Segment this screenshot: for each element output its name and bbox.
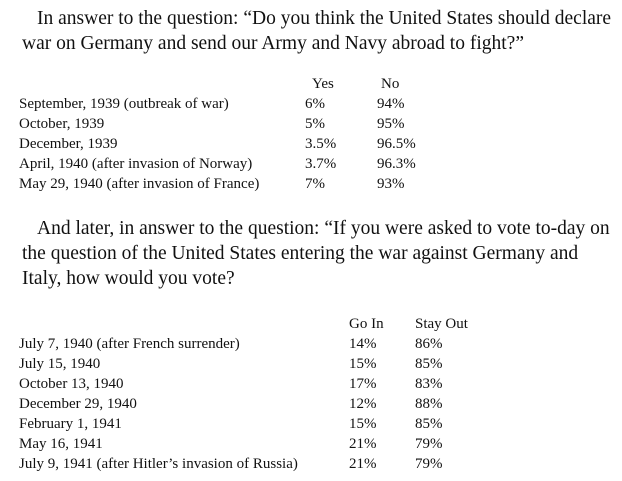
table-row: May 29, 1940 (after invasion of France) … [19, 174, 441, 194]
go-in-value: 14% [349, 336, 377, 352]
header-blank [19, 314, 349, 334]
row-label: October, 1939 [19, 116, 105, 132]
yes-value: 6% [305, 96, 325, 112]
stay-out-value: 86% [415, 336, 443, 352]
table-row: July 15, 1940 15% 85% [19, 354, 485, 374]
row-label: May 29, 1940 (after invasion of France) [19, 176, 260, 192]
stay-out-value: 85% [415, 356, 443, 372]
yes-value: 3.7% [305, 156, 337, 172]
row-label: September, 1939 (outbreak of war) [19, 96, 229, 112]
table-row: October 13, 1940 17% 83% [19, 374, 485, 394]
go-in-value: 21% [349, 456, 377, 472]
table-row: December, 1939 3.5% 96.5% [19, 134, 441, 154]
row-label: May 16, 1941 [19, 436, 103, 452]
table-row: February 1, 1941 15% 85% [19, 414, 485, 434]
stay-out-value: 83% [415, 376, 443, 392]
stay-out-value: 85% [415, 416, 443, 432]
row-label: October 13, 1940 [19, 376, 124, 392]
question-1-text: In answer to the question: “Do you think… [22, 8, 612, 54]
yes-value: 5% [305, 116, 325, 132]
table-row: July 7, 1940 (after French surrender) 14… [19, 334, 485, 354]
row-label: December 29, 1940 [19, 396, 137, 412]
no-value: 95% [377, 116, 405, 132]
yes-value: 7% [305, 176, 325, 192]
row-label: February 1, 1941 [19, 416, 122, 432]
stay-out-value: 88% [415, 396, 443, 412]
go-in-value: 21% [349, 436, 377, 452]
header-go-in: Go In [349, 316, 384, 332]
table-row: April, 1940 (after invasion of Norway) 3… [19, 154, 441, 174]
table-header-row: Go In Stay Out [19, 314, 485, 334]
question-2: And later, in answer to the question: “I… [22, 216, 618, 291]
yes-value: 3.5% [305, 136, 337, 152]
question-2-text: And later, in answer to the question: “I… [22, 218, 610, 289]
question-1: In answer to the question: “Do you think… [22, 6, 618, 56]
header-blank [19, 74, 305, 94]
row-label: April, 1940 (after invasion of Norway) [19, 156, 253, 172]
go-in-value: 12% [349, 396, 377, 412]
table-row: December 29, 1940 12% 88% [19, 394, 485, 414]
table-row: September, 1939 (outbreak of war) 6% 94% [19, 94, 441, 114]
table-row: July 9, 1941 (after Hitler’s invasion of… [19, 454, 485, 474]
poll-table-1: Yes No September, 1939 (outbreak of war)… [19, 74, 441, 194]
table-row: October, 1939 5% 95% [19, 114, 441, 134]
header-no: No [381, 76, 400, 92]
no-value: 94% [377, 96, 405, 112]
stay-out-value: 79% [415, 436, 443, 452]
no-value: 96.3% [377, 156, 416, 172]
go-in-value: 17% [349, 376, 377, 392]
no-value: 96.5% [377, 136, 416, 152]
go-in-value: 15% [349, 416, 377, 432]
table-header-row: Yes No [19, 74, 441, 94]
row-label: July 7, 1940 (after French surrender) [19, 336, 240, 352]
go-in-value: 15% [349, 356, 377, 372]
no-value: 93% [377, 176, 405, 192]
row-label: July 9, 1941 (after Hitler’s invasion of… [19, 456, 298, 472]
stay-out-value: 79% [415, 456, 443, 472]
row-label: December, 1939 [19, 136, 118, 152]
header-yes: Yes [312, 76, 334, 92]
row-label: July 15, 1940 [19, 356, 101, 372]
table-row: May 16, 1941 21% 79% [19, 434, 485, 454]
poll-table-2: Go In Stay Out July 7, 1940 (after Frenc… [19, 314, 485, 474]
header-stay-out: Stay Out [415, 316, 468, 332]
